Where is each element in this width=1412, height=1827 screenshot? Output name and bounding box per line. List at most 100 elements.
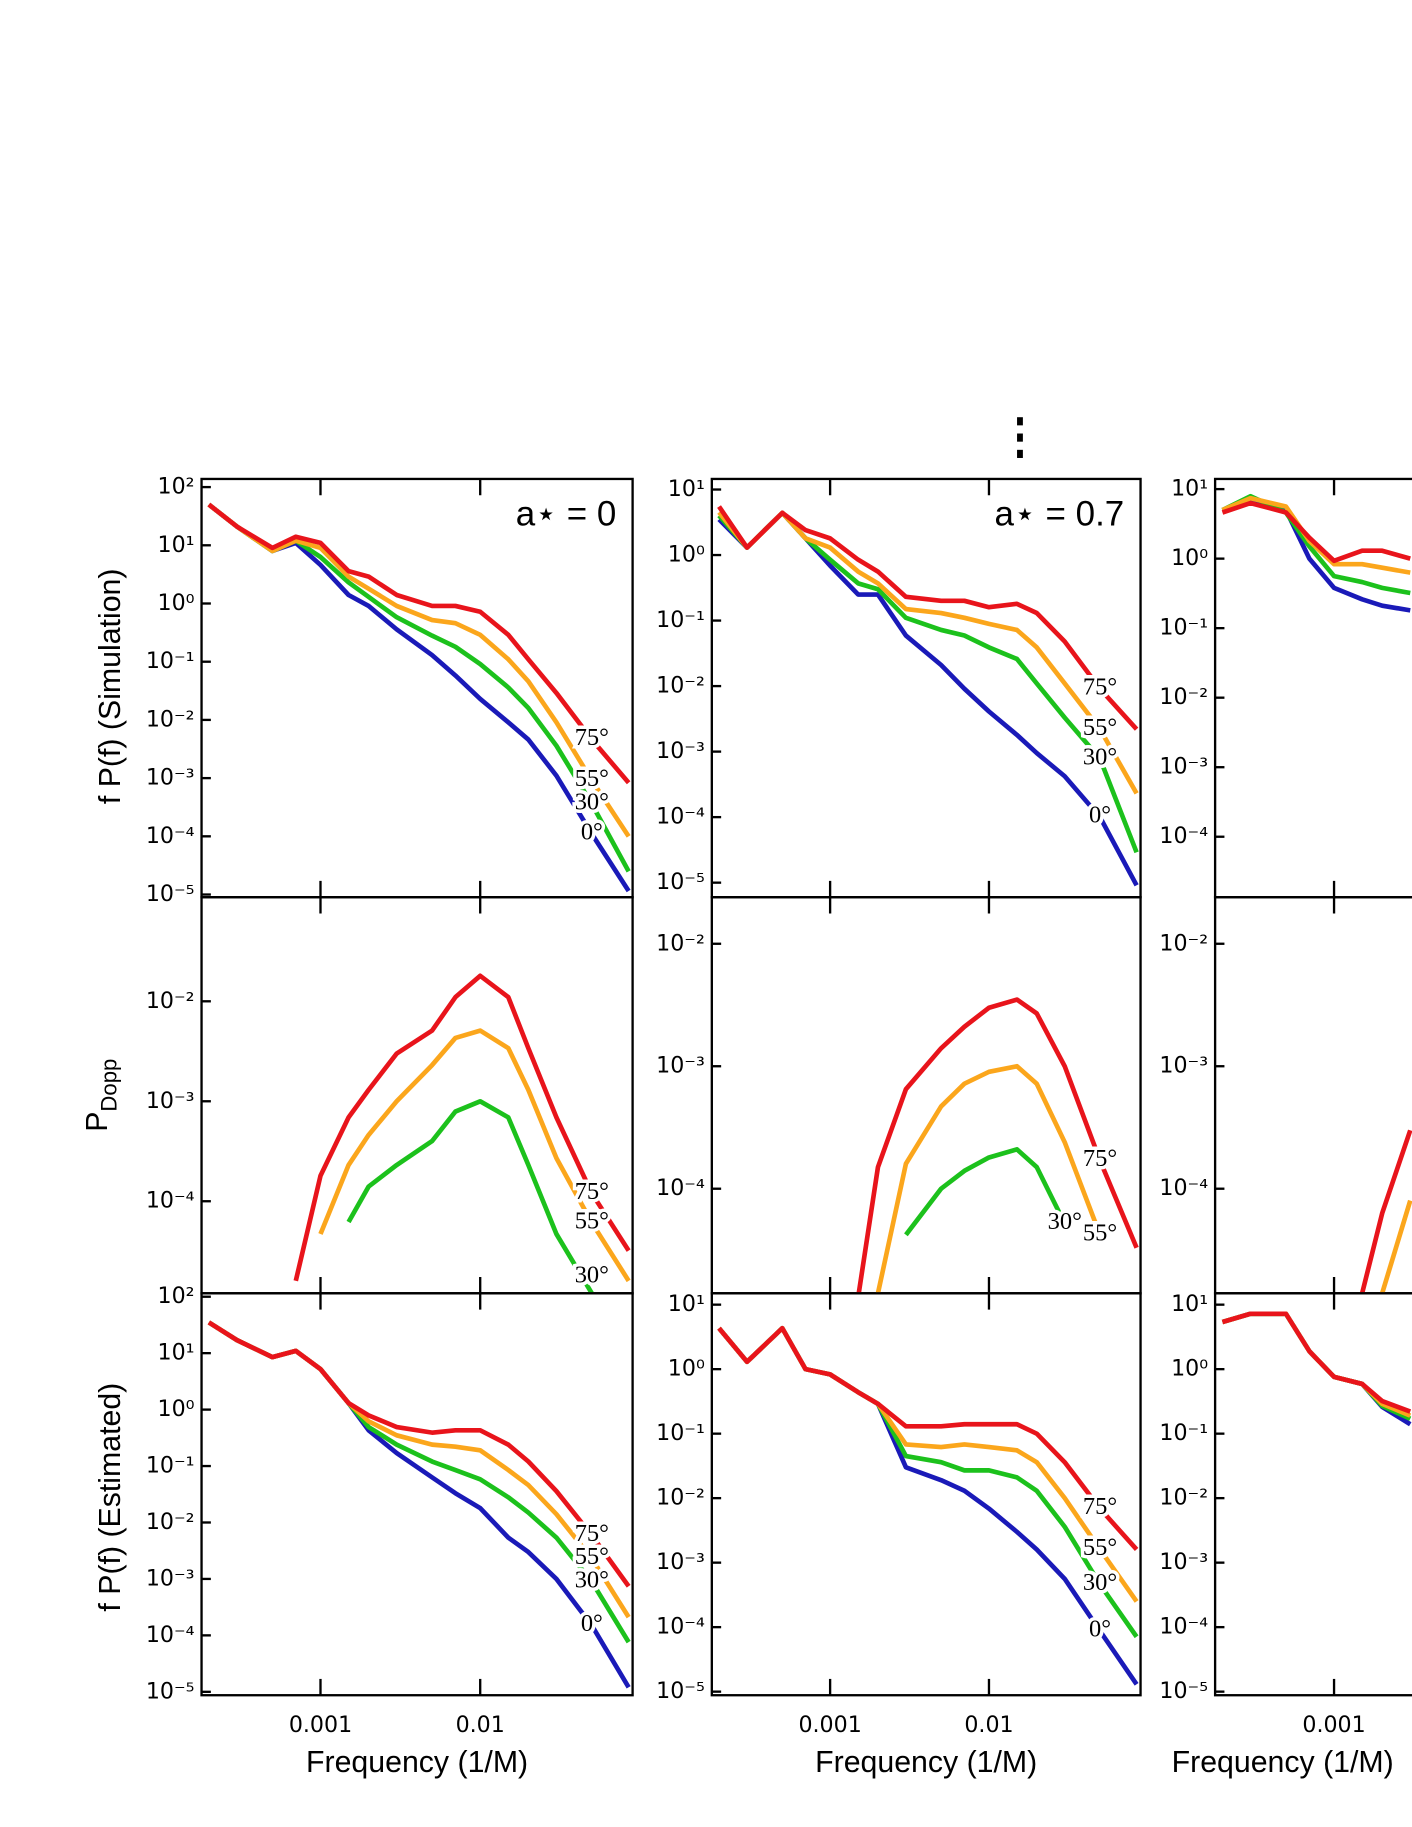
y-tick-label: 10⁻⁵ xyxy=(656,1678,705,1704)
y-axis-label: f P(f) (Estimated) xyxy=(94,1383,127,1612)
y-tick-label: 10¹ xyxy=(158,532,195,558)
series-label: 55° xyxy=(575,1207,609,1234)
y-tick-label: 10⁻² xyxy=(146,988,195,1014)
series-label: 55° xyxy=(1083,1534,1117,1561)
y-tick-label: 10⁻¹ xyxy=(656,1420,705,1446)
y-axis-label-main: f P(f) (Estimated) xyxy=(94,1383,127,1612)
x-axis-label: Frequency (1/M) xyxy=(1172,1746,1394,1779)
y-tick-label: 10⁻³ xyxy=(146,765,195,791)
y-tick-label: 10⁻² xyxy=(146,706,195,732)
y-tick-label: 10¹ xyxy=(158,1340,195,1366)
y-tick-label: 10⁻⁴ xyxy=(146,1188,195,1214)
series-line xyxy=(1221,495,1411,575)
y-tick-label: 10⁻⁴ xyxy=(146,1622,195,1648)
x-tick-label: 0.001 xyxy=(289,1712,352,1738)
panel-frame xyxy=(200,1292,634,1697)
y-tick-label: 10⁻³ xyxy=(1159,754,1208,780)
panel-frame xyxy=(710,1292,1142,1697)
y-tick-label: 10⁻⁴ xyxy=(1159,823,1208,849)
y-tick-label: 10⁻⁴ xyxy=(146,823,195,849)
series-line xyxy=(1359,1129,1412,1294)
series-label: 75° xyxy=(1083,673,1117,700)
series-line xyxy=(207,502,631,873)
panel-frame xyxy=(710,477,1142,899)
y-tick-label: 10⁻⁴ xyxy=(656,804,705,830)
series-line xyxy=(717,1325,1139,1552)
x-tick-label: 0.001 xyxy=(798,1712,861,1738)
series-line xyxy=(717,1325,1139,1686)
y-tick-label: 10¹ xyxy=(668,1291,705,1317)
series-label: 75° xyxy=(1083,1145,1117,1172)
y-tick-label: 10⁻² xyxy=(146,1509,195,1535)
y-tick-label: 10⁻¹ xyxy=(1159,1420,1208,1446)
y-tick-label: 10¹ xyxy=(1171,476,1208,502)
series-line xyxy=(318,1028,631,1283)
y-tick-label: 10⁻⁵ xyxy=(146,881,195,907)
y-tick-label: 10⁻² xyxy=(1159,684,1208,710)
y-axis-label: f P(f) (Simulation) xyxy=(94,569,127,805)
series-line xyxy=(717,510,1139,854)
series-line xyxy=(1221,500,1411,564)
x-tick-label: 0.01 xyxy=(456,1712,505,1738)
y-tick-label: 10⁻⁴ xyxy=(1159,1175,1208,1201)
y-tick-label: 10⁻⁴ xyxy=(656,1614,705,1640)
y-axis-label-main: P xyxy=(81,1112,114,1132)
y-tick-label: 10⁻³ xyxy=(656,738,705,764)
series-label: 55° xyxy=(1083,714,1117,741)
y-tick-label: 10⁰ xyxy=(668,1356,705,1382)
annotation: a⋆ = 0 xyxy=(516,495,617,534)
y-tick-label: 10⁻² xyxy=(1159,1485,1208,1511)
y-tick-label: 10⁻⁵ xyxy=(1159,1678,1208,1704)
x-axis-label: Frequency (1/M) xyxy=(815,1746,1037,1779)
y-tick-label: 10⁻⁵ xyxy=(146,1678,195,1704)
y-tick-label: 10⁻³ xyxy=(146,1088,195,1114)
y-tick-label: 10⁰ xyxy=(158,1396,195,1422)
series-label: 55° xyxy=(1083,1219,1117,1246)
series-label: 0° xyxy=(1089,1616,1111,1643)
panel-frame xyxy=(200,896,634,1295)
y-tick-label: 10⁻² xyxy=(656,673,705,699)
y-tick-label: 10¹ xyxy=(668,476,705,502)
series-label: 30° xyxy=(575,1262,609,1289)
y-tick-label: 10⁻⁵ xyxy=(656,869,705,895)
y-axis-label-subscript: Dopp xyxy=(97,1059,122,1112)
series-line xyxy=(207,502,631,838)
series-label: 30° xyxy=(575,789,609,816)
series-label: 55° xyxy=(575,765,609,792)
series-label: 0° xyxy=(581,1610,603,1637)
y-tick-label: 10⁰ xyxy=(158,590,195,616)
series-line xyxy=(207,1320,631,1588)
y-tick-label: 10⁻² xyxy=(1159,930,1208,956)
x-tick-label: 0.01 xyxy=(964,1712,1013,1738)
y-tick-label: 10¹ xyxy=(1171,1291,1208,1317)
series-label: 30° xyxy=(1048,1208,1082,1235)
series-label: 0° xyxy=(1089,802,1111,829)
x-tick-label: 0.001 xyxy=(1302,1712,1365,1738)
panel-frame xyxy=(1213,896,1412,1295)
ellipsis-dot xyxy=(1017,449,1023,458)
y-axis-label-main: f P(f) (Simulation) xyxy=(94,569,127,805)
ellipsis-dot xyxy=(1017,433,1023,442)
series-line xyxy=(207,502,631,785)
series-label: 30° xyxy=(575,1566,609,1593)
panel-frame xyxy=(1213,1292,1412,1697)
y-tick-label: 10² xyxy=(158,474,195,500)
series-line xyxy=(717,510,1139,795)
y-tick-label: 10² xyxy=(158,1283,195,1309)
y-tick-label: 10⁻¹ xyxy=(146,1453,195,1479)
y-tick-label: 10⁻⁴ xyxy=(1159,1614,1208,1640)
y-tick-label: 10⁰ xyxy=(668,542,705,568)
y-tick-label: 10⁻² xyxy=(656,930,705,956)
series-line xyxy=(346,1098,594,1294)
y-tick-label: 10⁻¹ xyxy=(656,607,705,633)
y-tick-label: 10⁰ xyxy=(1171,1356,1208,1382)
y-tick-label: 10⁻¹ xyxy=(1159,615,1208,641)
series-line xyxy=(1379,1199,1412,1294)
series-line xyxy=(207,502,631,893)
y-tick-label: 10⁻³ xyxy=(1159,1549,1208,1575)
series-label: 75° xyxy=(575,1178,609,1205)
series-label: 30° xyxy=(1083,1569,1117,1596)
panel-frame xyxy=(1213,477,1412,899)
series-line xyxy=(875,1063,1103,1294)
